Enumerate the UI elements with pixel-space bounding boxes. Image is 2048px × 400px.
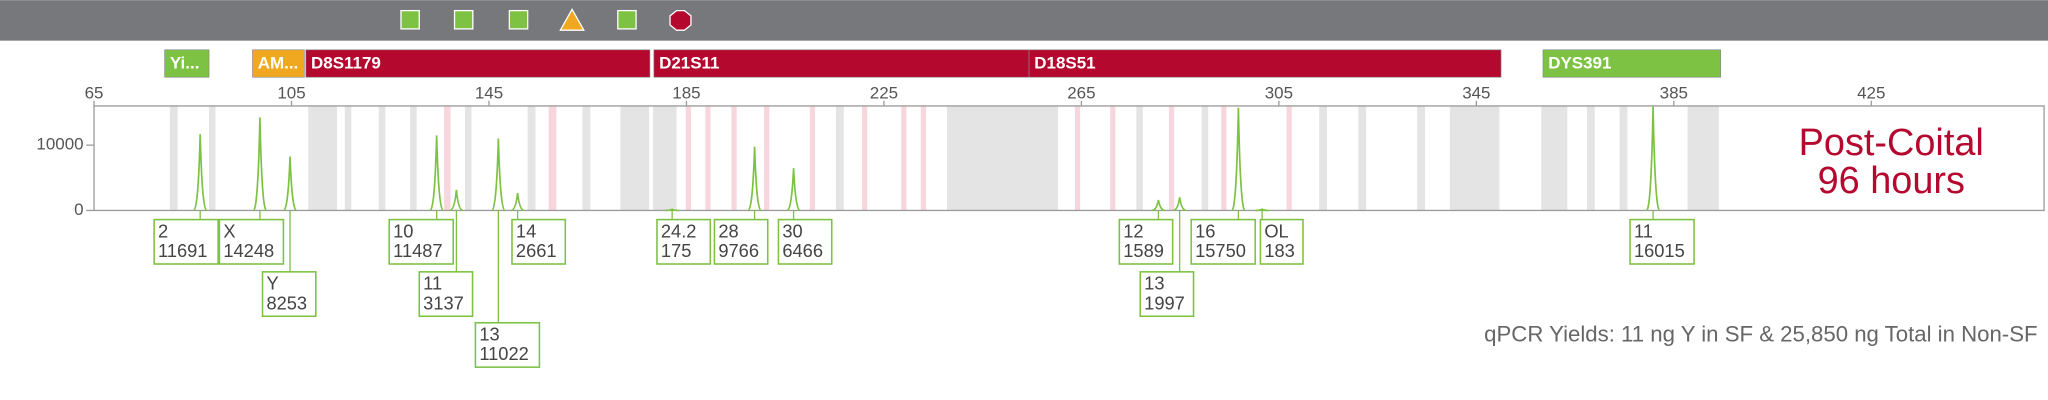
peak-height-label: 16015 <box>1634 240 1685 261</box>
x-tick-label: 305 <box>1265 84 1293 103</box>
status-ok-icon[interactable] <box>617 9 637 30</box>
locus-bar <box>653 49 1030 78</box>
peak-height-label: 14248 <box>223 240 274 261</box>
header-bar <box>0 0 2048 41</box>
allele-label: 11 <box>423 273 442 294</box>
peak <box>490 138 506 212</box>
peak-height-label: 8253 <box>266 292 307 313</box>
peak-height-label: 175 <box>661 240 691 261</box>
allele-label: 16 <box>1195 220 1215 241</box>
peak-height-label: 11691 <box>158 240 207 261</box>
allele-label: 28 <box>718 220 738 241</box>
peak <box>1645 105 1661 212</box>
peak-label-box <box>388 218 455 265</box>
footer-note: qPCR Yields: 11 ng Y in SF & 25,850 ng T… <box>1484 322 2037 347</box>
x-tick-label: 425 <box>1857 84 1885 103</box>
peak-height-label: 183 <box>1264 240 1294 261</box>
locus-bar <box>305 49 651 78</box>
bin-stripes <box>169 105 1719 211</box>
locus-label: D18S51 <box>1034 54 1095 73</box>
x-tick-label: 225 <box>870 84 898 103</box>
peak-height-label: 1997 <box>1144 292 1185 313</box>
peak-label-box <box>1629 218 1695 265</box>
x-tick-label: 65 <box>85 84 104 103</box>
status-ok-icon[interactable] <box>508 9 529 30</box>
y-tick-label: 0 <box>74 200 83 219</box>
allele-label: 14 <box>516 220 536 241</box>
x-tick-label: 265 <box>1067 84 1095 103</box>
peak-label-box <box>1190 218 1256 265</box>
peak-height-label: 2661 <box>516 240 557 261</box>
annotation: Post-Coital <box>1799 122 1984 164</box>
peak <box>665 208 679 212</box>
locus-label: D8S1179 <box>311 54 381 73</box>
peak-height-label: 3137 <box>423 292 464 313</box>
peak <box>747 146 762 212</box>
peak <box>510 192 525 212</box>
bin-stripes-pink <box>444 105 1292 211</box>
locus-bar <box>1542 49 1722 78</box>
status-ok-icon[interactable] <box>453 9 474 30</box>
peak-label-box <box>713 218 769 265</box>
allele-label: X <box>223 220 235 241</box>
peak-height-label: 11022 <box>479 343 528 364</box>
peak-height-label: 15750 <box>1195 240 1246 261</box>
peak-label-box <box>153 218 219 265</box>
locus-bar <box>164 49 210 78</box>
x-tick-label: 105 <box>277 84 305 103</box>
peak-height-label: 6466 <box>782 240 823 261</box>
allele-label: Y <box>266 273 278 294</box>
y-tick-label: 10000 <box>36 135 83 154</box>
peak-height-label: 9766 <box>718 240 759 261</box>
peak-label-box <box>1259 218 1304 265</box>
peak-label-box <box>218 218 285 265</box>
peak-label-box <box>656 218 712 265</box>
peak-label-box <box>474 321 541 368</box>
peak <box>1172 197 1187 212</box>
status-ok-icon[interactable] <box>400 9 420 30</box>
peak-label-box <box>511 218 567 265</box>
peak-label-box <box>1139 271 1195 318</box>
x-tick-label: 385 <box>1660 84 1688 103</box>
allele-label: 2 <box>158 220 168 241</box>
allele-label: 12 <box>1123 220 1143 241</box>
locus-bar <box>252 49 305 78</box>
plot-frame <box>93 105 2045 212</box>
allele-label: 11 <box>1634 220 1653 241</box>
x-tick-label: 345 <box>1462 84 1490 103</box>
peak <box>1231 107 1246 212</box>
peak-height-label: 1589 <box>1123 240 1164 261</box>
locus-label: Yi... <box>170 54 200 73</box>
peak-label-box <box>777 218 833 265</box>
locus-label: DYS391 <box>1548 54 1611 73</box>
peak-label-box <box>418 271 474 318</box>
allele-label: 13 <box>1144 273 1164 294</box>
peak-label-box <box>1118 218 1174 265</box>
allele-label: 30 <box>782 220 802 241</box>
peak <box>429 135 445 212</box>
status-warning-icon[interactable] <box>559 7 585 31</box>
peak <box>786 168 801 212</box>
peak <box>449 189 464 212</box>
peak <box>192 134 208 212</box>
x-tick-label: 145 <box>475 84 503 103</box>
peak-height-label: 11487 <box>393 240 442 261</box>
allele-label: OL <box>1264 220 1288 241</box>
annotation: 96 hours <box>1818 160 1965 202</box>
allele-label: 13 <box>479 324 499 345</box>
x-tick-label: 185 <box>672 84 700 103</box>
peak-label-box <box>261 271 317 318</box>
peak <box>1255 208 1269 212</box>
locus-label: AM... <box>258 54 299 73</box>
status-error-icon[interactable] <box>669 9 692 31</box>
peak <box>252 117 268 212</box>
peak <box>282 156 298 212</box>
locus-label: D21S11 <box>659 54 719 73</box>
peak <box>1151 199 1166 212</box>
allele-label: 10 <box>393 220 413 241</box>
locus-bar <box>1028 49 1502 78</box>
allele-label: 24.2 <box>661 220 697 241</box>
